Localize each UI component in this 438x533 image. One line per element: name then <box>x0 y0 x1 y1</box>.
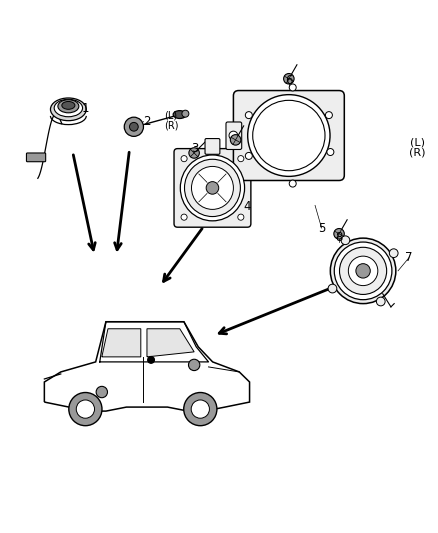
Circle shape <box>334 242 392 300</box>
Circle shape <box>130 123 138 131</box>
Circle shape <box>238 156 244 161</box>
Circle shape <box>69 392 102 426</box>
Text: 8: 8 <box>336 231 343 244</box>
Ellipse shape <box>253 100 325 171</box>
Circle shape <box>289 180 296 187</box>
Circle shape <box>328 284 337 293</box>
FancyBboxPatch shape <box>174 149 251 227</box>
Circle shape <box>341 236 350 245</box>
Ellipse shape <box>50 98 86 120</box>
Circle shape <box>389 249 398 257</box>
Circle shape <box>76 400 95 418</box>
PathPatch shape <box>44 322 250 411</box>
FancyBboxPatch shape <box>233 91 344 181</box>
Circle shape <box>191 400 209 418</box>
Circle shape <box>181 214 187 220</box>
Circle shape <box>188 359 200 370</box>
Circle shape <box>245 152 252 159</box>
Circle shape <box>189 148 199 158</box>
Text: 2: 2 <box>143 115 151 128</box>
Circle shape <box>376 297 385 306</box>
Text: 4: 4 <box>244 200 251 213</box>
Text: (R): (R) <box>164 121 178 131</box>
Circle shape <box>289 84 296 91</box>
Circle shape <box>348 256 378 286</box>
Circle shape <box>148 357 155 364</box>
FancyBboxPatch shape <box>205 139 220 154</box>
Circle shape <box>194 165 205 176</box>
PathPatch shape <box>102 329 141 357</box>
FancyBboxPatch shape <box>226 122 242 149</box>
Text: (R): (R) <box>410 148 426 158</box>
Text: 1: 1 <box>82 102 90 115</box>
Circle shape <box>339 247 387 294</box>
Text: (L): (L) <box>164 111 177 121</box>
Circle shape <box>181 156 187 161</box>
Circle shape <box>325 111 332 119</box>
Circle shape <box>229 131 238 140</box>
Circle shape <box>238 214 244 220</box>
Text: 5: 5 <box>318 222 325 235</box>
Text: (L): (L) <box>410 137 425 147</box>
Ellipse shape <box>54 99 82 117</box>
Circle shape <box>230 135 241 145</box>
Ellipse shape <box>58 100 79 113</box>
Ellipse shape <box>247 95 330 176</box>
Circle shape <box>245 111 252 119</box>
Circle shape <box>327 149 334 156</box>
Text: 7: 7 <box>405 251 413 264</box>
FancyBboxPatch shape <box>26 153 46 161</box>
Circle shape <box>356 264 370 278</box>
Circle shape <box>334 229 344 239</box>
Circle shape <box>96 386 107 398</box>
Ellipse shape <box>180 155 244 221</box>
Circle shape <box>182 110 189 117</box>
Circle shape <box>284 74 294 84</box>
Ellipse shape <box>173 111 186 118</box>
Ellipse shape <box>191 166 233 209</box>
Ellipse shape <box>62 101 75 109</box>
Ellipse shape <box>184 159 240 216</box>
Text: 6: 6 <box>285 75 293 87</box>
Circle shape <box>330 238 396 304</box>
Circle shape <box>184 392 217 426</box>
PathPatch shape <box>147 329 194 357</box>
Circle shape <box>206 182 219 194</box>
Text: 3: 3 <box>191 142 199 155</box>
Circle shape <box>124 117 144 136</box>
